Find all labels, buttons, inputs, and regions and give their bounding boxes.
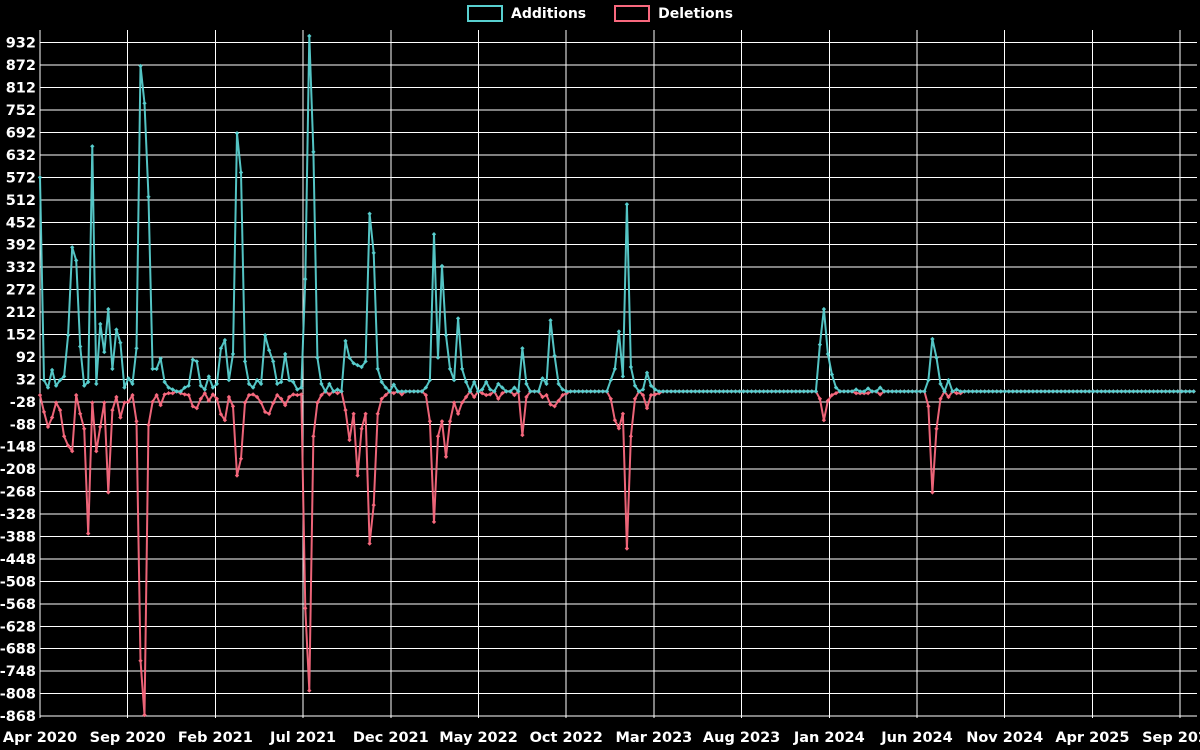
y-axis-tick-label: -328 [0, 507, 36, 523]
deletions-line [39, 390, 1195, 716]
x-axis-tick-label: Sep 2025 [1142, 730, 1200, 746]
y-axis-tick-label: 392 [6, 238, 36, 254]
y-axis-tick-label: -388 [0, 530, 36, 546]
legend-item-additions[interactable]: Additions [467, 5, 586, 22]
y-axis-tick-label: -868 [0, 709, 36, 725]
y-axis-tick-label: -808 [0, 687, 36, 703]
y-axis-tick-label: 872 [6, 58, 36, 74]
y-axis-tick-label: -508 [0, 574, 36, 590]
y-axis-tick-label: -448 [0, 552, 36, 568]
y-axis-tick-label: 692 [6, 125, 36, 141]
additions-line [39, 35, 1195, 393]
y-axis-tick-label: 812 [6, 81, 36, 97]
legend-item-deletions[interactable]: Deletions [614, 5, 733, 22]
y-axis-tick-label: 752 [6, 103, 36, 119]
y-axis-tick-label: -568 [0, 597, 36, 613]
y-axis-tick-label: -688 [0, 642, 36, 658]
x-axis-tick-label: Jan 2024 [793, 730, 865, 746]
x-axis-tick-label: Dec 2021 [353, 730, 429, 746]
x-axis-tick-label: Apr 2025 [1055, 730, 1129, 746]
legend-label-additions: Additions [511, 5, 587, 22]
additions-swatch-icon [467, 5, 504, 22]
deletions-swatch-icon [614, 5, 651, 22]
x-axis-tick-label: Nov 2024 [966, 730, 1043, 746]
y-axis-tick-label: 332 [6, 260, 36, 276]
y-axis-tick-label: -208 [0, 462, 36, 478]
y-axis-tick-label: 932 [6, 36, 36, 52]
y-axis-tick-label: 92 [16, 350, 36, 366]
y-axis-tick-label: -748 [0, 664, 36, 680]
x-axis-tick-label: Sep 2020 [90, 730, 166, 746]
y-axis-tick-label: -148 [0, 440, 36, 456]
y-axis-tick-label: -268 [0, 485, 36, 501]
y-axis-tick-label: 632 [6, 148, 36, 164]
y-axis-tick-label: -28 [10, 395, 36, 411]
y-axis-tick-label: 512 [6, 193, 36, 209]
legend-label-deletions: Deletions [658, 5, 733, 22]
x-axis-tick-label: Jun 2024 [880, 730, 952, 746]
x-axis-tick-label: Mar 2023 [616, 730, 693, 746]
y-axis-tick-label: 572 [6, 170, 36, 186]
y-axis-tick-label: 452 [6, 215, 36, 231]
x-axis-tick-label: Feb 2021 [178, 730, 253, 746]
x-axis-tick-label: Apr 2020 [3, 730, 77, 746]
chart-legend: Additions Deletions [0, 5, 1200, 22]
deletions-markers [37, 389, 1196, 718]
y-axis-tick-label: -88 [10, 417, 36, 433]
x-axis-tick-label: Oct 2022 [530, 730, 603, 746]
y-axis-tick-label: 272 [6, 283, 36, 299]
x-axis-tick-label: Jul 2021 [269, 730, 336, 746]
x-axis-tick-label: Aug 2023 [703, 730, 780, 746]
y-axis-tick-label: 152 [6, 327, 36, 343]
y-axis-tick-label: -628 [0, 619, 36, 635]
x-axis-tick-label: May 2022 [439, 730, 518, 746]
y-axis-tick-label: 212 [6, 305, 36, 321]
y-axis-tick-label: 32 [16, 372, 36, 388]
